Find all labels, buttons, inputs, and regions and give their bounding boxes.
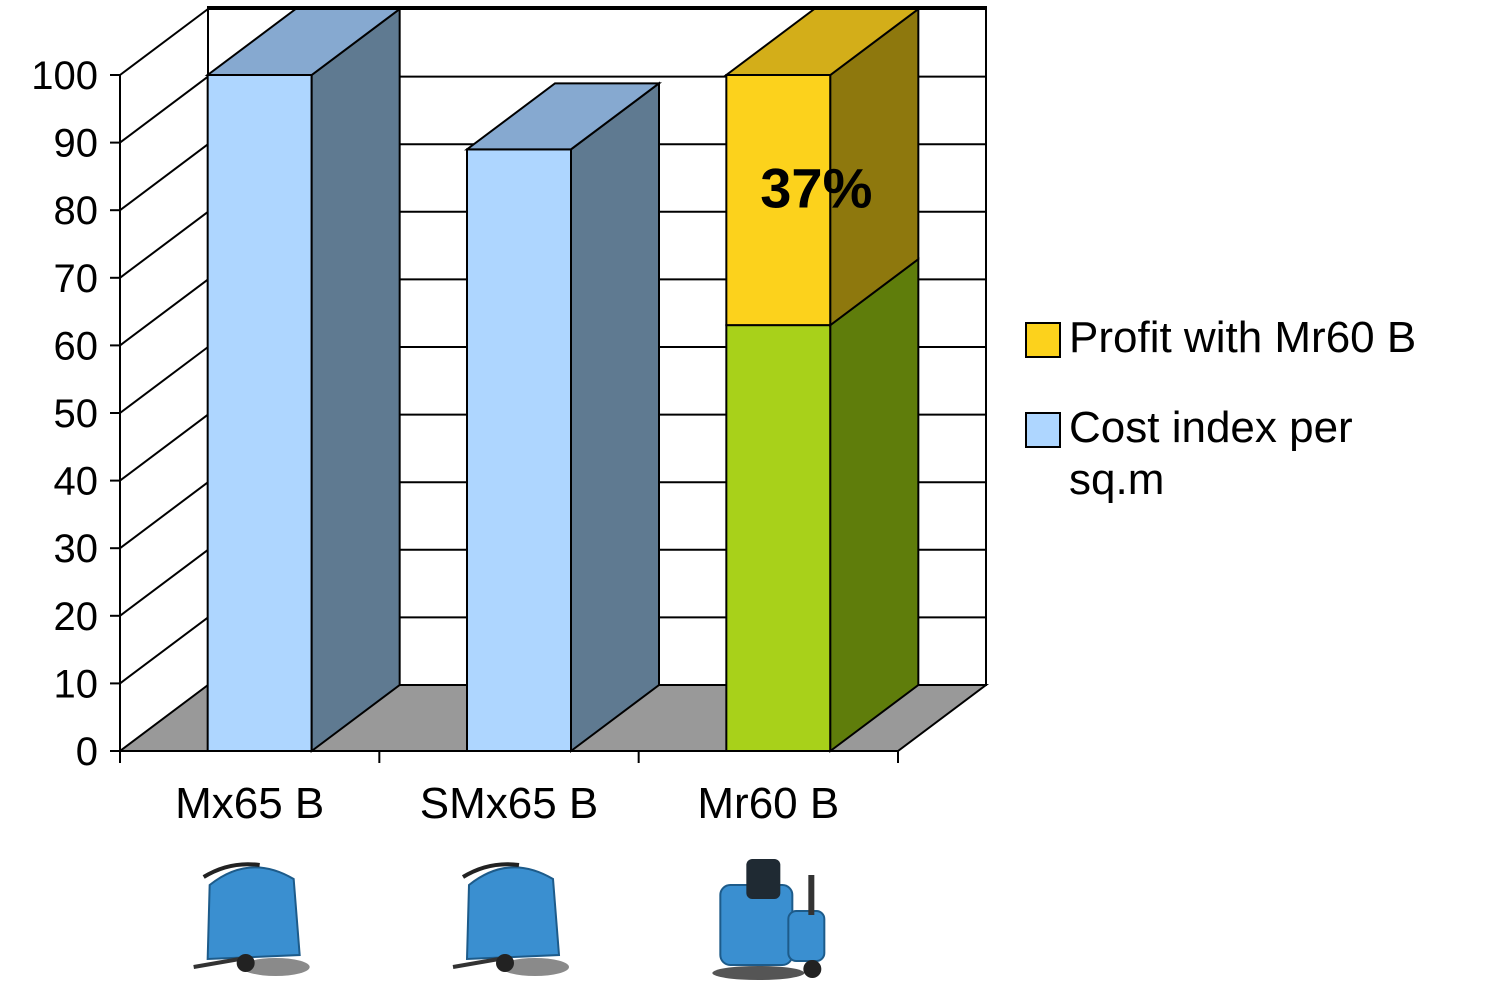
y-tick-label: 100: [31, 54, 98, 98]
y-tick-label: 10: [54, 662, 99, 706]
scrubber-ride-on-icon: [712, 859, 826, 980]
gridline-diagonal: [119, 413, 209, 482]
bar-front: [206, 74, 313, 752]
y-tick-label: 60: [54, 324, 99, 368]
gridline-diagonal: [119, 616, 209, 685]
gridline-diagonal: [119, 481, 209, 550]
legend-label-cost: Cost index per sq.m: [1069, 403, 1353, 504]
squeegee: [193, 957, 241, 969]
gridline-diagonal: [119, 211, 209, 279]
bar-side: [829, 257, 920, 753]
handle: [461, 862, 520, 879]
x-category-labels: Mx65 B SMx65 B Mr60 B: [175, 779, 839, 828]
x-category-label: Mx65 B: [175, 779, 324, 828]
wheel: [803, 960, 822, 978]
y-tick-label: 90: [54, 122, 99, 166]
bar-front: [466, 148, 572, 753]
legend-swatch-profit: [1025, 322, 1061, 358]
bar-side: [570, 81, 660, 753]
machine-front: [787, 910, 826, 962]
y-tick-label: 20: [54, 595, 99, 639]
brush-deck: [501, 958, 569, 976]
steering-column: [808, 875, 815, 915]
machine-body: [465, 866, 561, 961]
gridline-diagonal: [119, 143, 209, 211]
gridline-diagonal: [119, 8, 209, 76]
x-category-label: Mr60 B: [697, 779, 839, 828]
gridline-diagonal: [119, 75, 209, 144]
gridline-diagonal: [119, 548, 209, 617]
scrubber-walk-behind-icon: [452, 862, 569, 976]
annotations: 37%: [760, 157, 872, 220]
wheel: [236, 954, 255, 972]
wheel: [496, 954, 514, 972]
bar-top: [204, 8, 403, 76]
seat: [746, 859, 781, 899]
gridline-diagonal: [119, 278, 209, 347]
squeegee: [452, 957, 500, 969]
y-tick-label: 40: [54, 460, 99, 504]
brush-deck: [241, 958, 310, 976]
bar-top: [464, 82, 662, 151]
legend-item-profit: Profit with Mr60 B: [1025, 312, 1485, 364]
legend-label-profit: Profit with Mr60 B: [1069, 313, 1417, 362]
legend-swatch-cost: [1025, 412, 1061, 448]
bar-side: [310, 7, 401, 753]
scrubber-walk-behind-icon: [193, 862, 310, 976]
y-tick-label: 80: [54, 189, 99, 233]
bars: [204, 7, 922, 753]
legend: Profit with Mr60 B Cost index per sq.m: [1025, 312, 1485, 544]
bar-mr60-b-profit-with-mr60-b: [723, 7, 922, 328]
handle: [202, 862, 260, 879]
legend-item-cost: Cost index per sq.m: [1025, 402, 1485, 506]
y-tick-label: 0: [76, 730, 98, 774]
y-tick-labels: 0 10 20 30 40 50 60 70 80 90 100: [31, 54, 98, 774]
x-category-label: SMx65 B: [420, 779, 599, 828]
y-tick-label: 30: [54, 527, 99, 571]
y-tick-label: 70: [54, 257, 99, 301]
machine-body: [206, 866, 301, 961]
brush-deck: [712, 966, 805, 980]
product-images: [193, 859, 826, 980]
y-tick-label: 50: [54, 392, 99, 436]
bar-smx65-b-cost-index-per-sq-m: [464, 81, 662, 753]
bar-top: [723, 8, 922, 76]
bar-front: [725, 324, 832, 752]
data-label: 37%: [760, 157, 872, 220]
bar-mx65-b-cost-index-per-sq-m: [204, 7, 403, 753]
bar-mr60-b-cost-index-per-sq-m: [725, 257, 920, 753]
gridline-diagonal: [119, 346, 209, 414]
